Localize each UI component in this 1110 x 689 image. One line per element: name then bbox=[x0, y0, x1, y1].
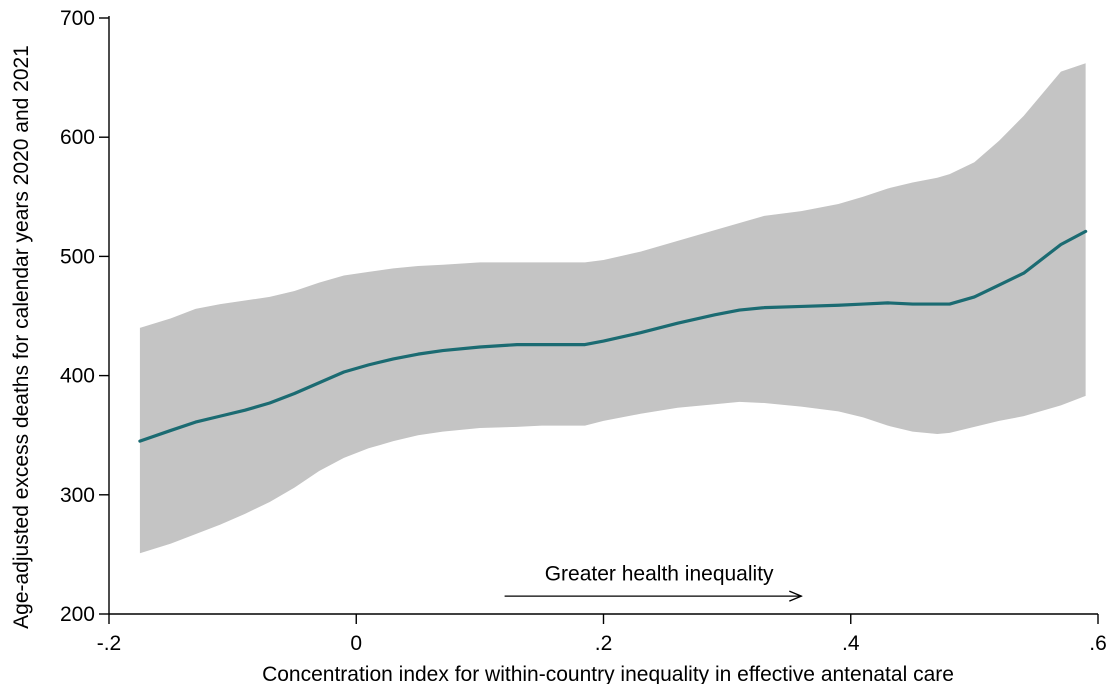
x-tick-label: .4 bbox=[842, 632, 860, 655]
y-tick-label: 700 bbox=[60, 7, 95, 30]
annotation-text: Greater health inequality bbox=[545, 563, 774, 586]
series-line-layer bbox=[138, 229, 1088, 443]
fitted-line bbox=[138, 229, 1088, 443]
y-axis-title: Age-adjusted excess deaths for calendar … bbox=[10, 45, 33, 629]
y-tick-label: 500 bbox=[60, 245, 95, 268]
confidence-band bbox=[139, 63, 1086, 554]
x-tick-label: 0 bbox=[350, 632, 362, 655]
annotation-layer: Greater health inequality bbox=[504, 563, 802, 596]
x-axis-title: Concentration index for within-country i… bbox=[262, 663, 954, 684]
x-tick-label: .6 bbox=[1089, 632, 1107, 655]
confidence-band-layer bbox=[139, 63, 1086, 554]
axes-layer: 200 300 400 500 600 700 -.2 0 .2 .4 .6 bbox=[60, 7, 1107, 655]
y-tick-label: 400 bbox=[60, 365, 95, 388]
x-tick-label: -.2 bbox=[97, 632, 122, 655]
y-tick-label: 600 bbox=[60, 126, 95, 149]
x-tick-label: .2 bbox=[595, 632, 613, 655]
y-tick-label: 300 bbox=[60, 484, 95, 507]
y-tick-label: 200 bbox=[60, 603, 95, 626]
